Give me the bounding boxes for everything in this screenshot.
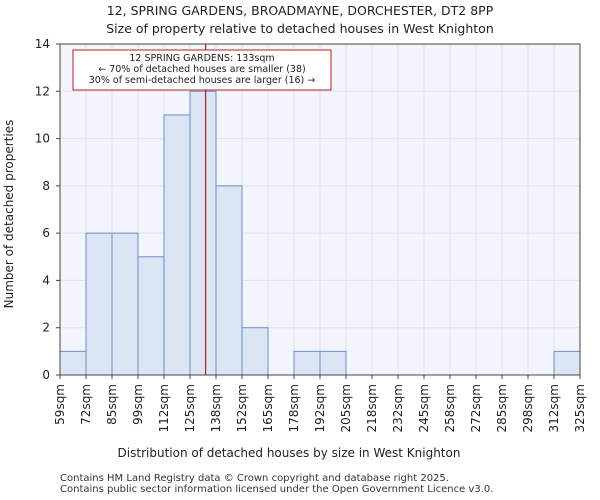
y-axis: 0 2 4 6 8 10 12 14 bbox=[35, 37, 60, 382]
x-tick-label: 272sqm bbox=[469, 384, 483, 432]
property-marker: 12 SPRING GARDENS: 133sqm← 70% of detach… bbox=[72, 44, 332, 375]
bar-72sqm bbox=[85, 232, 113, 376]
y-tick-label: 4 bbox=[42, 273, 50, 287]
chart-title: 12, SPRING GARDENS, BROADMAYNE, DORCHEST… bbox=[106, 3, 494, 18]
bar-112sqm bbox=[163, 114, 191, 376]
x-axis-label: Distribution of detached houses by size … bbox=[118, 446, 461, 460]
bars bbox=[59, 90, 581, 376]
bar-192sqm bbox=[319, 350, 347, 376]
y-tick-label: 14 bbox=[35, 37, 50, 51]
x-tick-label: 245sqm bbox=[417, 384, 431, 432]
x-tick-label: 178sqm bbox=[287, 384, 301, 432]
x-tick-label: 165sqm bbox=[261, 384, 275, 432]
x-tick-label: 138sqm bbox=[209, 384, 223, 432]
chart-subtitle: Size of property relative to detached ho… bbox=[106, 21, 494, 36]
x-tick-label: 152sqm bbox=[235, 384, 249, 432]
x-tick-label: 125sqm bbox=[183, 384, 197, 432]
x-tick-label: 192sqm bbox=[313, 384, 327, 432]
y-tick-label: 2 bbox=[42, 321, 50, 335]
x-tick-label: 99sqm bbox=[131, 384, 145, 425]
bar-312sqm bbox=[553, 350, 581, 376]
y-tick-label: 8 bbox=[42, 179, 50, 193]
bar-59sqm bbox=[59, 350, 87, 376]
footer-licence: Contains public sector information licen… bbox=[60, 484, 494, 495]
bar-138sqm bbox=[215, 185, 243, 376]
x-tick-label: 218sqm bbox=[365, 384, 379, 432]
bar-99sqm bbox=[137, 256, 165, 376]
bar-152sqm bbox=[241, 327, 269, 376]
bar-178sqm bbox=[293, 350, 321, 376]
x-tick-label: 205sqm bbox=[339, 384, 353, 432]
annotation-line: ← 70% of detached houses are smaller (38… bbox=[98, 64, 305, 75]
y-tick-label: 6 bbox=[42, 226, 50, 240]
x-tick-label: 232sqm bbox=[391, 384, 405, 432]
x-axis: 59sqm 72sqm 85sqm 99sqm 112sqm 125sqm 138sqm 15… bbox=[53, 375, 587, 432]
x-tick-label: 112sqm bbox=[157, 384, 171, 432]
x-tick-label: 285sqm bbox=[495, 384, 509, 432]
y-axis-label: Number of detached properties bbox=[2, 120, 16, 309]
x-tick-label: 72sqm bbox=[79, 384, 93, 425]
footer-copyright: Contains HM Land Registry data © Crown c… bbox=[60, 473, 449, 484]
bar-85sqm bbox=[111, 232, 139, 376]
bar-125sqm bbox=[189, 90, 217, 376]
annotation-line: 30% of semi-detached houses are larger (… bbox=[89, 75, 316, 86]
x-tick-label: 258sqm bbox=[443, 384, 457, 432]
y-tick-label: 10 bbox=[35, 132, 50, 146]
y-tick-label: 0 bbox=[42, 368, 50, 382]
x-tick-label: 325sqm bbox=[573, 384, 587, 432]
annotation-box bbox=[72, 49, 332, 91]
x-tick-label: 312sqm bbox=[547, 384, 561, 432]
x-tick-label: 59sqm bbox=[53, 384, 67, 425]
annotation-line: 12 SPRING GARDENS: 133sqm bbox=[129, 53, 274, 64]
x-tick-label: 298sqm bbox=[521, 384, 535, 432]
y-tick-label: 12 bbox=[35, 84, 50, 98]
histogram-chart: 12 SPRING GARDENS: 133sqm← 70% of detach… bbox=[2, 37, 587, 460]
x-tick-label: 85sqm bbox=[105, 384, 119, 425]
